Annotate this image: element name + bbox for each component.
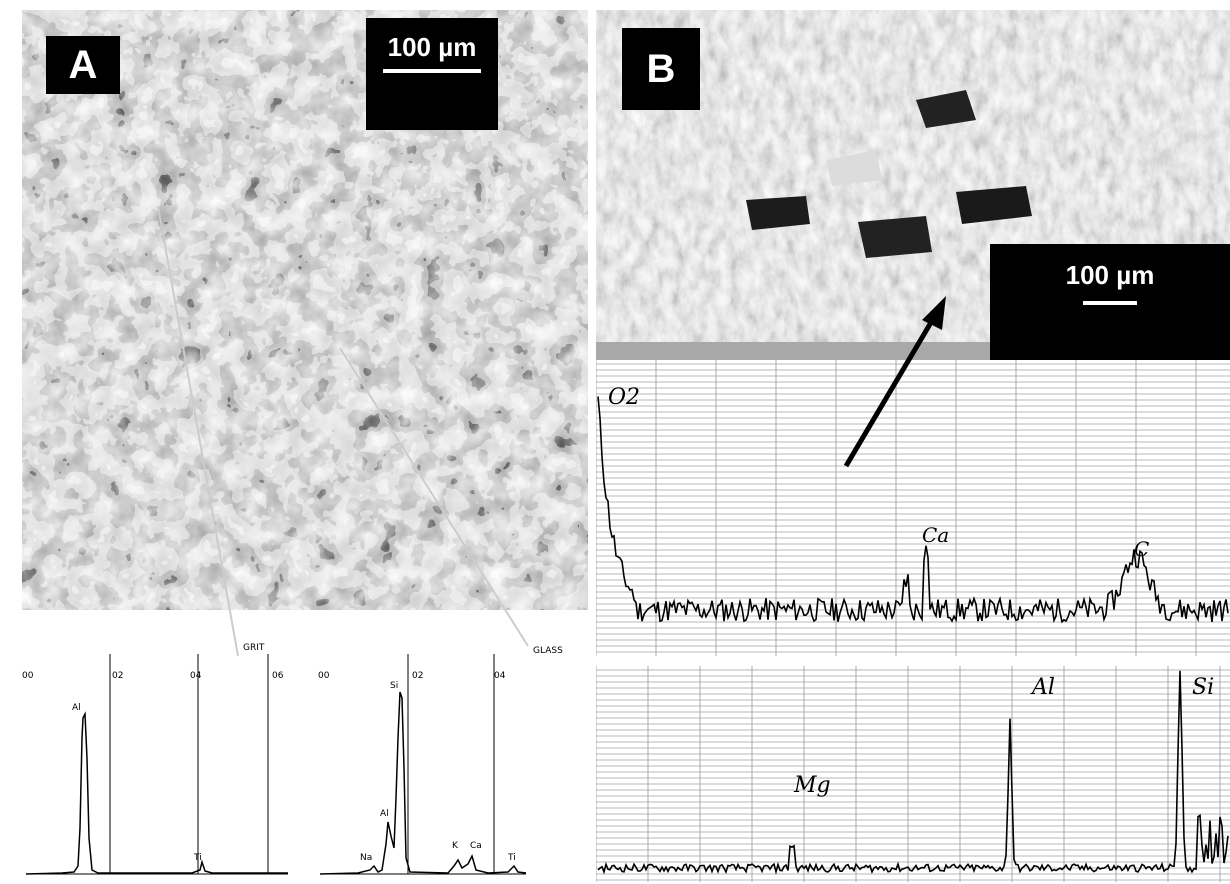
edx-spectrum-b-top: O2 Ca C	[596, 360, 1230, 656]
b-bottom-peak-label-si: Si	[1192, 675, 1214, 700]
grit-tick-label: 00	[22, 671, 34, 681]
b-bottom-spectrum-trace	[597, 670, 1229, 875]
grit-peak-label-ti: Ti	[193, 853, 202, 863]
b-top-peak-label-o2: O2	[608, 385, 640, 410]
glass-pointer-line	[339, 347, 529, 647]
grit-pointer-line	[157, 205, 239, 657]
panel-a-scale-bar: 100 µm	[366, 18, 498, 130]
chart-paper-grid	[596, 666, 1230, 882]
glass-peak-label-si: Si	[390, 681, 398, 691]
grit-tick-label: 06	[272, 671, 284, 681]
scale-bar-b-text: 100 µm	[1065, 260, 1155, 290]
grit-tick-label: 02	[112, 671, 123, 681]
glass-annotation: GLASS	[533, 646, 563, 656]
crystal-facet	[746, 196, 810, 230]
crystal-facet	[858, 216, 932, 258]
b-bottom-peak-label-mg: Mg	[793, 773, 831, 798]
glass-peak-label-al: Al	[380, 809, 389, 819]
panel-a-pointer-lines: GRIT GLASS	[157, 205, 563, 657]
panel-a-label: A	[46, 36, 120, 94]
glass-tick-label: 04	[494, 671, 506, 681]
glass-tick-label: 02	[412, 671, 423, 681]
glass-peak-label-k: K	[452, 841, 459, 851]
edx-spectrum-b-bottom: Mg Al Si	[596, 666, 1230, 882]
b-top-peak-label-ca: Ca	[922, 523, 949, 547]
b-bottom-peak-label-al: Al	[1030, 675, 1055, 700]
edx-spectrum-glass: 00 02 04 Na Al Si K Ca Ti	[318, 648, 528, 878]
arrow-head	[922, 296, 946, 330]
scale-bar-a-text: 100 µm	[387, 32, 477, 62]
panel-b-pointer-arrow	[843, 296, 946, 468]
b-top-spectrum-trace	[597, 396, 1229, 624]
scale-bar-a-line	[383, 69, 481, 73]
panel-b-label: B	[622, 28, 700, 110]
grit-annotation: GRIT	[243, 643, 265, 653]
crystal-facet	[916, 90, 976, 128]
grit-peak-label-al: Al	[72, 703, 81, 713]
grit-spectrum-trace	[25, 711, 288, 875]
b-top-peak-label-c: C	[1134, 537, 1149, 561]
crystal-facet	[956, 186, 1032, 224]
crystal-facet	[826, 150, 882, 186]
edx-spectrum-grit: 00 02 04 06 Al Ti	[22, 648, 292, 878]
glass-tick-label: 00	[318, 671, 330, 681]
glass-spectrum-trace	[319, 691, 527, 875]
grit-tick-label: 04	[190, 671, 202, 681]
glass-peak-label-ti: Ti	[507, 853, 516, 863]
scale-bar-b-line	[1083, 301, 1137, 305]
glass-peak-label-na: Na	[360, 853, 372, 863]
glass-peak-label-ca: Ca	[470, 841, 482, 851]
panel-b-scale-bar: 100 µm	[990, 244, 1230, 370]
